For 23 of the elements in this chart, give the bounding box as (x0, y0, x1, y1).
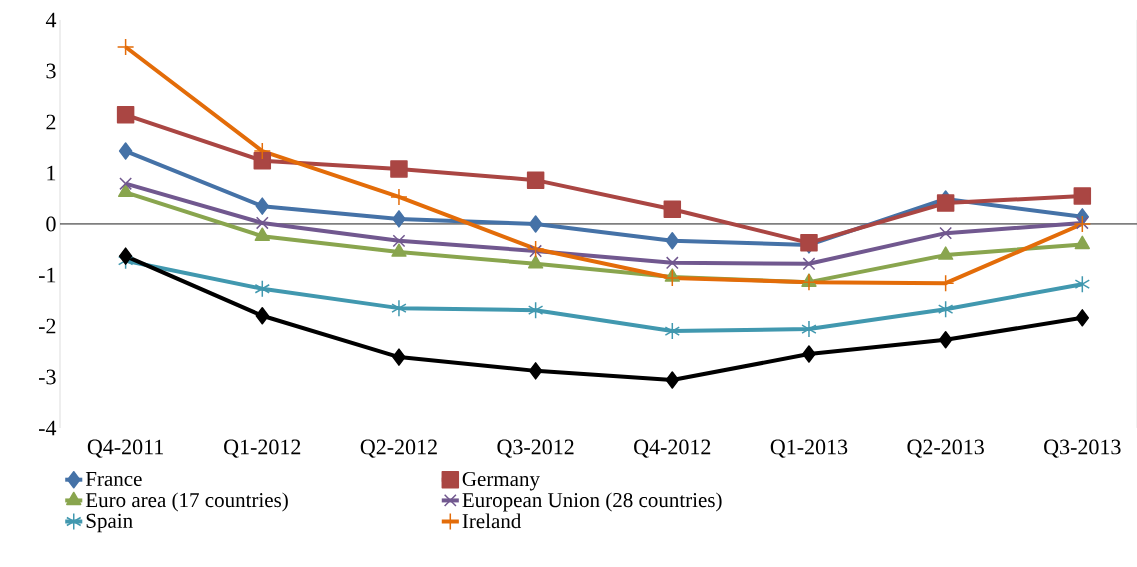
x-tick-label: Q2-2012 (360, 439, 437, 458)
legend-label: Ireland (462, 513, 522, 529)
legend-label: European Union (28 countries) (462, 492, 722, 512)
x-tick-label: Q4-2011 (87, 439, 163, 458)
y-tick-label: 1 (47, 165, 56, 181)
x-tick-label: Q3-2013 (1044, 439, 1121, 458)
x-tick-label: Q1-2012 (224, 439, 301, 458)
legend-label: Spain (86, 513, 133, 533)
y-tick-label: 0 (46, 216, 56, 232)
x-tick-label: Q1-2013 (770, 439, 848, 458)
y-tick-label: -3 (38, 369, 56, 385)
legend-label: Germany (462, 471, 540, 491)
x-tick-label: Q2-2013 (907, 439, 984, 458)
x-tick-label: Q4-2012 (634, 439, 711, 458)
y-tick-label: 3 (46, 63, 56, 79)
x-tick-label: Q3-2012 (497, 439, 574, 458)
y-tick-label: -2 (38, 318, 56, 334)
y-tick-label: -4 (38, 420, 57, 436)
y-tick-label: 4 (45, 12, 57, 28)
legend-label: France (85, 472, 142, 487)
legend-label: Euro area (17 countries) (85, 492, 288, 512)
y-tick-label: -1 (38, 267, 56, 283)
y-tick-label: 2 (46, 114, 56, 130)
